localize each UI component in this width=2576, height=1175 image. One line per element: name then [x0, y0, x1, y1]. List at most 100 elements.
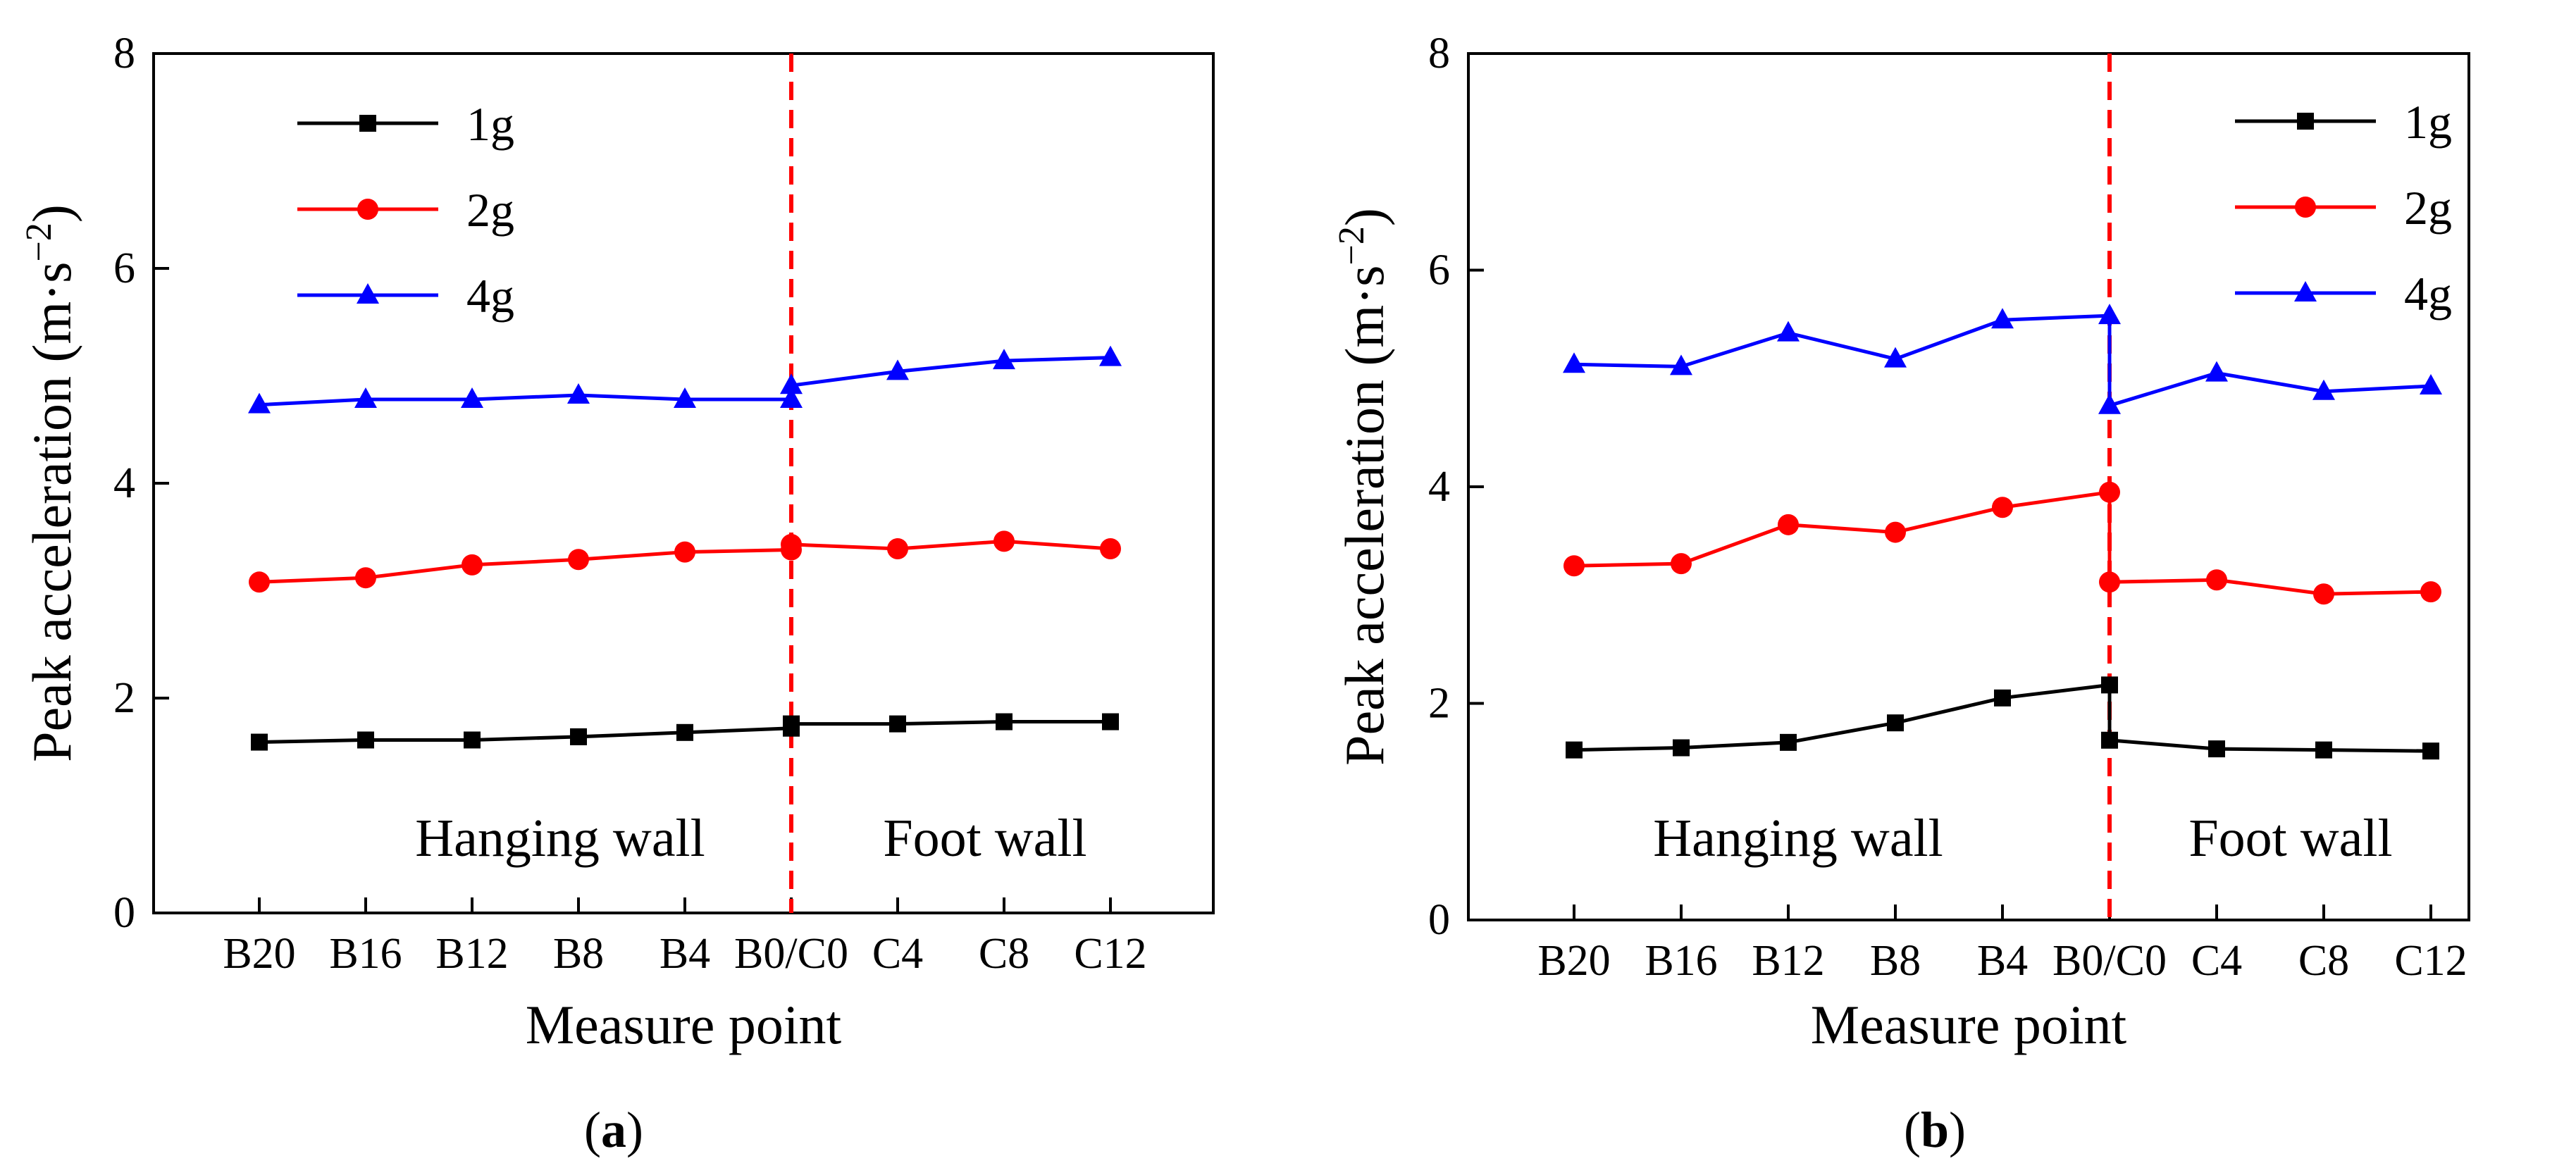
y-axis-title-exponent: −2 [1332, 226, 1372, 265]
x-tick-label: B20 [1537, 937, 1610, 985]
data-point [570, 728, 587, 745]
legend-marker [2297, 113, 2314, 130]
data-point [355, 567, 376, 589]
x-tick-label: B16 [1645, 937, 1717, 985]
y-axis-title: Peak acceleration (m·s−2) [1332, 208, 1396, 766]
y-tick-label: 2 [113, 674, 135, 722]
data-point [1099, 345, 1122, 366]
y-tick-label: 4 [113, 459, 135, 507]
caption-close: ) [1949, 1102, 1966, 1158]
plot-frame [1467, 52, 2470, 921]
y-tick-label: 6 [1428, 247, 1450, 294]
caption-letter: b [1921, 1102, 1949, 1158]
panel-caption: (a) [584, 1102, 643, 1158]
data-point [567, 383, 590, 404]
data-point [2422, 742, 2439, 760]
data-point [1887, 714, 1904, 732]
legend-marker [357, 283, 379, 304]
y-tick-label: 6 [113, 244, 135, 292]
x-tick-label: B4 [660, 930, 710, 978]
data-point [781, 533, 802, 555]
legend-label: 2g [466, 183, 514, 237]
data-point [886, 359, 909, 380]
y-tick-label: 8 [113, 30, 135, 77]
data-point [2420, 374, 2442, 395]
legend-marker [359, 115, 376, 132]
data-point [1992, 497, 2013, 518]
series-4g [1563, 304, 2442, 414]
caption-open: ( [1904, 1102, 1921, 1158]
y-tick-label: 0 [113, 889, 135, 937]
data-point [1673, 739, 1690, 757]
data-point [354, 387, 377, 409]
legend-marker [2294, 281, 2317, 301]
legend: 1g 2g 4g [297, 97, 514, 323]
x-tick-label: B16 [329, 930, 402, 978]
legend-marker [2295, 197, 2316, 218]
legend-label: 4g [2404, 267, 2452, 321]
foot-wall-label: Foot wall [883, 809, 1086, 868]
data-point [1885, 521, 1906, 543]
data-point [887, 538, 908, 560]
data-point [2098, 304, 2121, 325]
series-line-hanging [259, 726, 792, 745]
series-4g [248, 345, 1122, 414]
data-point [1670, 354, 1692, 375]
chart-panel-b: 0 2 4 6 8 B20 B16 B12 B8 B4 B0/C0 C4 C8 C12 1g 2g 4g Hang… [1332, 30, 2470, 1158]
y-tick-label: 8 [1428, 30, 1450, 77]
data-point [251, 733, 268, 751]
data-point [1991, 308, 2014, 329]
data-point [464, 731, 481, 749]
x-tick-label: C12 [2394, 937, 2467, 985]
data-point [2099, 571, 2120, 593]
chart-panel-a: 0 2 4 6 8 B20 B16 B12 B8 B4 B0/C0 C4 C8 C12 1g 2g 4g Hang… [19, 30, 1215, 1158]
y-axis-title: Peak acceleration (m·s−2) [19, 204, 83, 762]
y-tick-label: 0 [1428, 896, 1450, 944]
data-point [1102, 713, 1119, 731]
data-point [1994, 689, 2011, 707]
series-line-foot [791, 356, 1111, 387]
y-axis-title-close: ) [1334, 208, 1395, 226]
data-point [1563, 555, 1585, 577]
data-point [993, 349, 1015, 370]
data-point [889, 715, 906, 733]
plot-frame [152, 52, 1215, 914]
data-point [2208, 740, 2225, 758]
legend-marker [357, 199, 378, 220]
y-axis-title-text: Peak acceleration (m·s [1334, 266, 1395, 766]
data-point [2098, 393, 2121, 414]
x-tick-label: B12 [1752, 937, 1824, 985]
data-point [783, 715, 800, 733]
series-line-hanging [1573, 490, 2110, 568]
data-point [1777, 321, 1800, 342]
data-point [1780, 733, 1797, 751]
y-axis-title-exponent: −2 [19, 223, 59, 261]
series-1g [1566, 676, 2439, 760]
series-line-hanging [1573, 313, 2110, 368]
data-point [1884, 347, 1907, 368]
caption-open: ( [584, 1102, 601, 1158]
x-tick-label: B4 [1977, 937, 2028, 985]
series-line-hanging [259, 548, 792, 584]
hanging-wall-label: Hanging wall [415, 809, 705, 868]
y-tick-label: 4 [1428, 463, 1450, 511]
data-point [1566, 741, 1583, 759]
data-point [2099, 481, 2120, 503]
series-line-foot [2109, 738, 2432, 753]
data-point [2420, 581, 2441, 603]
series-line-foot [791, 539, 1111, 551]
data-point [462, 554, 483, 576]
data-point [2101, 676, 2118, 694]
x-tick-label: B12 [435, 930, 508, 978]
x-tick-label: B0/C0 [734, 930, 848, 978]
series-line-foot [791, 720, 1110, 726]
series-line-hanging [259, 393, 791, 407]
data-point [1671, 553, 1692, 575]
y-axis-title-text: Peak acceleration (m·s [21, 262, 82, 762]
data-point [2315, 741, 2332, 759]
series-1g [251, 713, 1119, 751]
series-line-foot [2109, 578, 2432, 596]
data-point [2205, 361, 2228, 382]
data-point [1100, 538, 1121, 560]
